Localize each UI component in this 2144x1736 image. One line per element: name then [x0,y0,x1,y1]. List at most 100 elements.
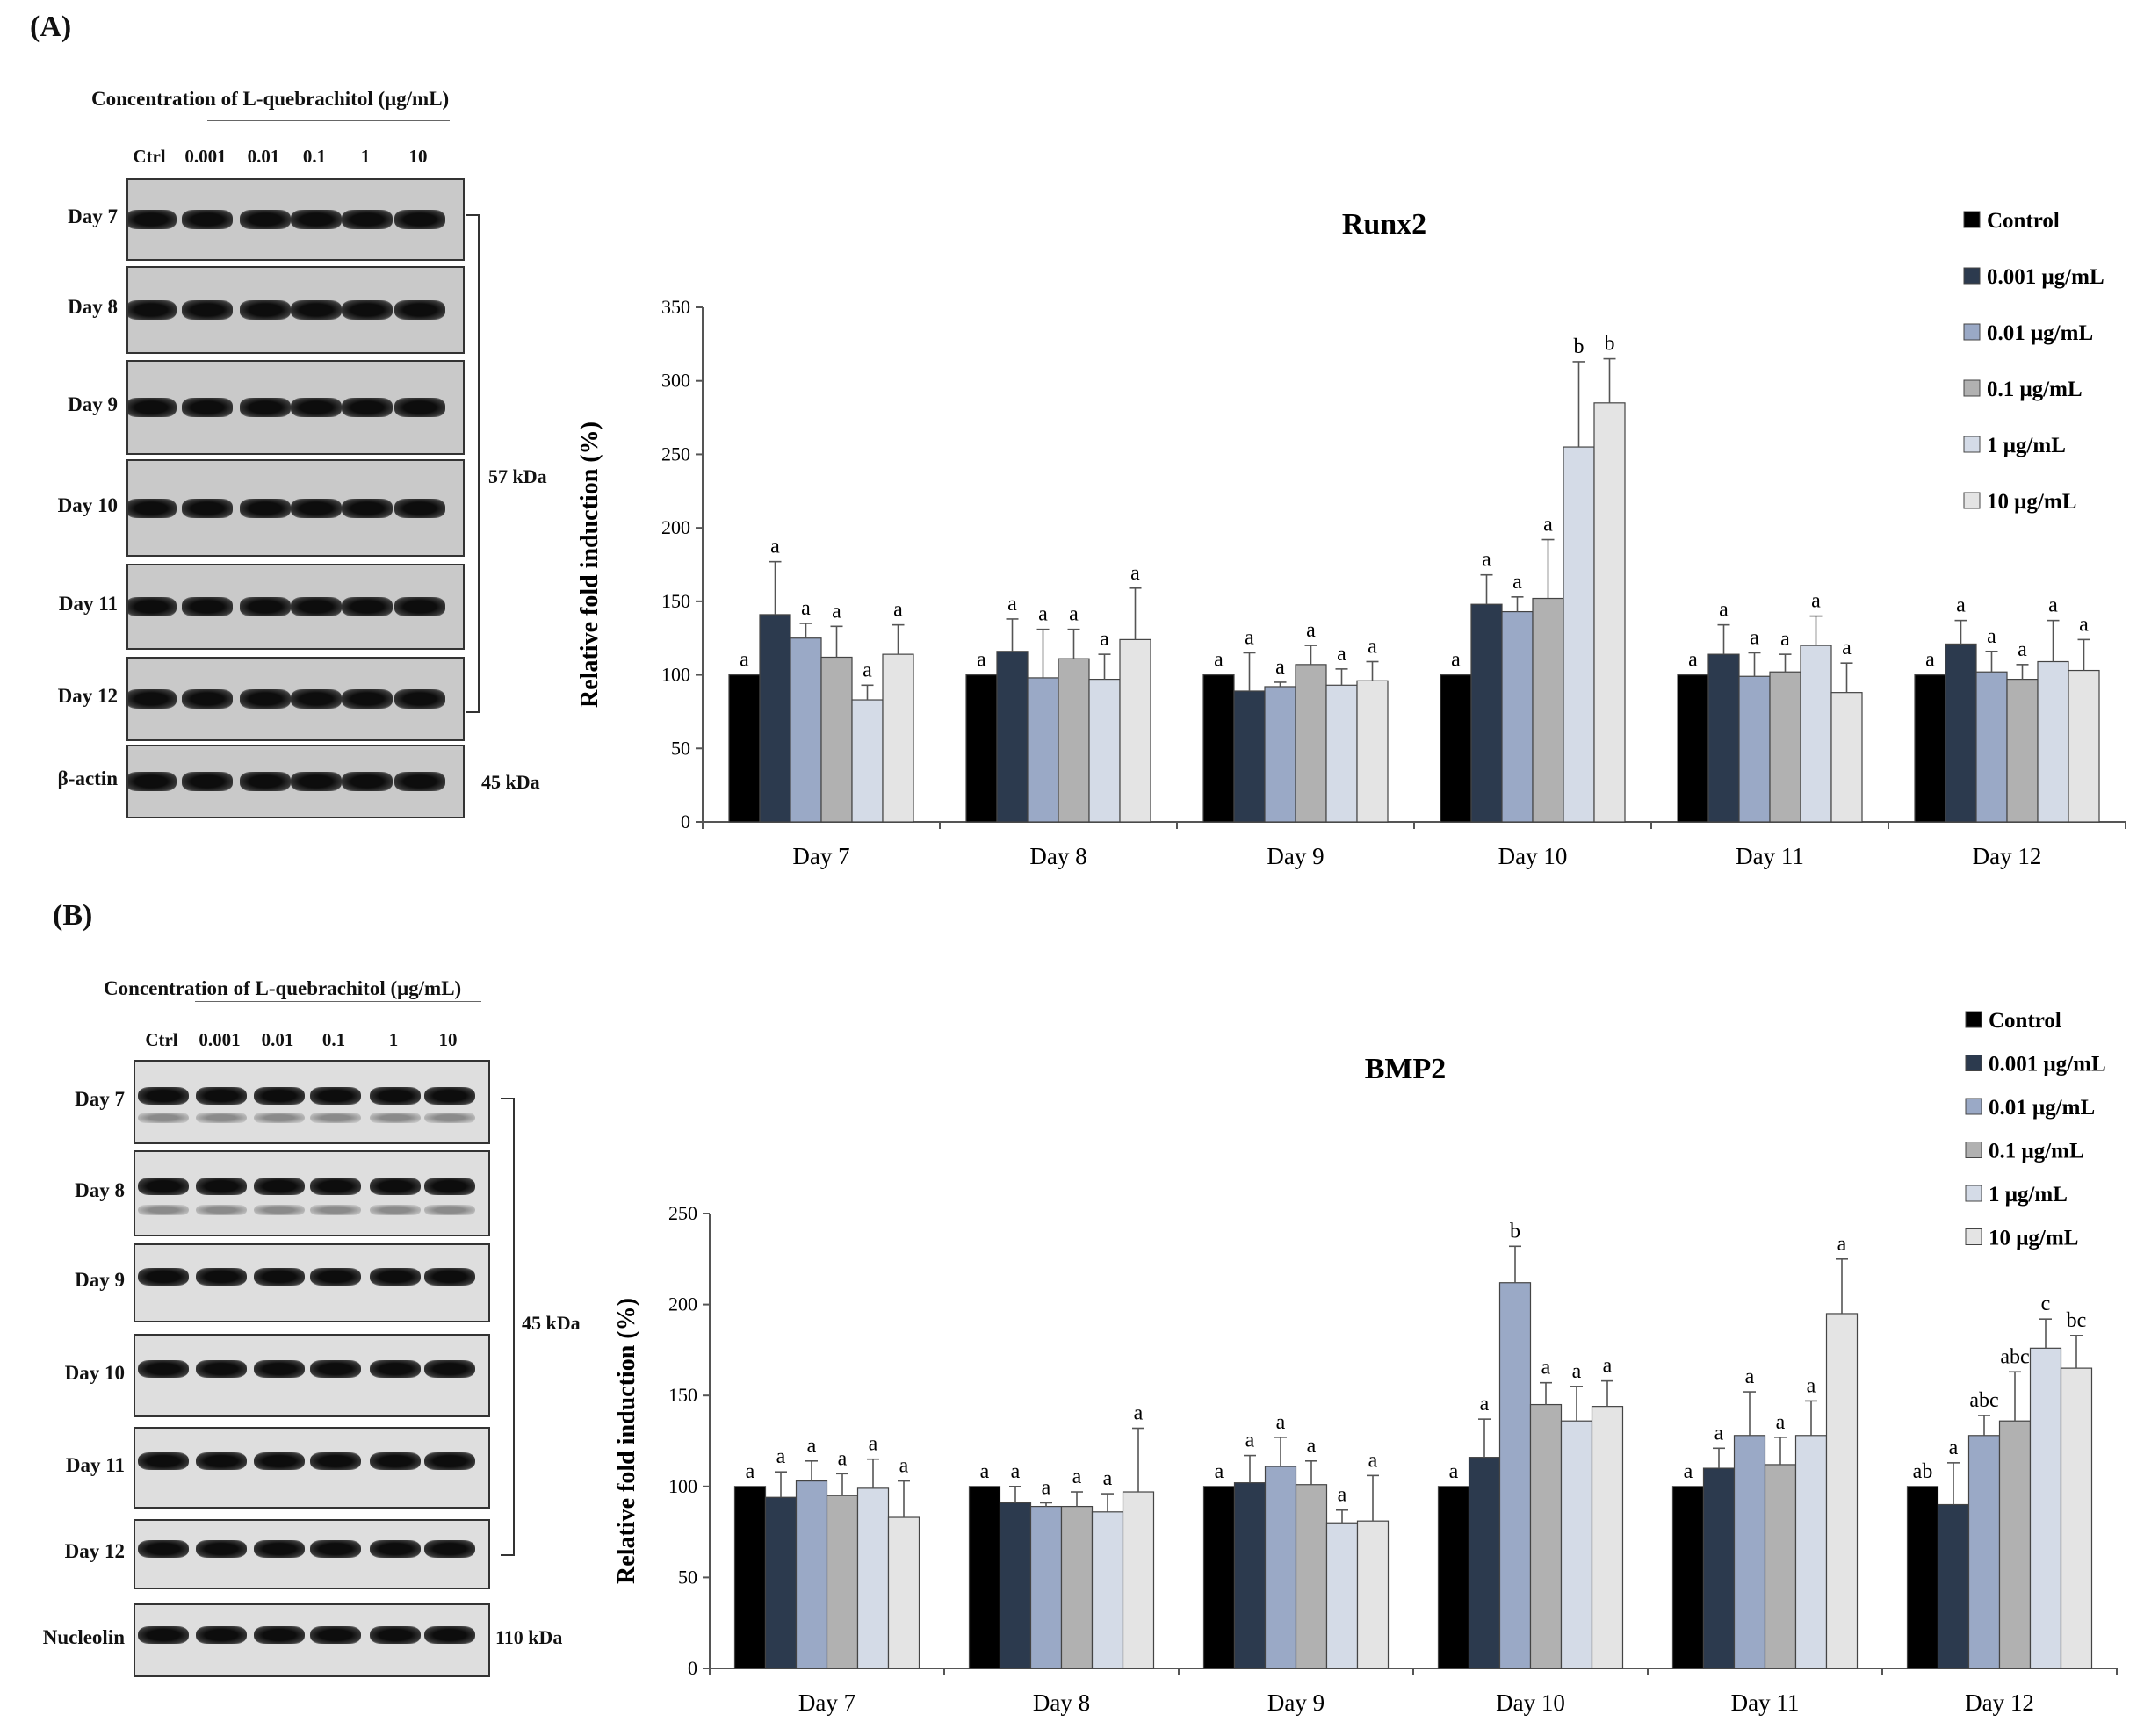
protein-band [128,300,177,320]
legend-label: 0.001 μg/mL [1989,1053,2106,1077]
protein-band-faint [370,1204,421,1215]
significance-label: a [1541,1357,1551,1379]
bar [1233,690,1266,823]
protein-band [254,1360,305,1379]
protein-band [370,1178,421,1196]
significance-label: a [2079,613,2089,636]
loading-control-label: Nucleolin [42,1626,125,1648]
legend-swatch [1963,323,1981,341]
legend-swatch [1963,492,1981,509]
significance-label: b [1574,335,1585,358]
significance-label: a [1719,599,1729,622]
protein-band [182,398,233,417]
protein-band [291,398,342,417]
loading-kda-label: 110 kDa [495,1626,563,1648]
protein-band [254,1086,305,1105]
y-tick-label: 300 [661,370,690,392]
protein-band [128,597,177,616]
protein-band [424,1625,475,1644]
significance-label: a [1925,649,1935,672]
protein-band [240,300,291,320]
x-category-label: Day 8 [1033,1689,1090,1716]
protein-band [424,1086,475,1105]
protein-band-faint [196,1113,247,1124]
significance-label: a [1987,625,1996,648]
protein-band [424,1360,475,1379]
protein-band [128,210,177,229]
significance-label: a [1276,1411,1286,1434]
significance-label: a [863,659,872,681]
bar [1560,1420,1593,1669]
bar [1563,446,1595,823]
significance-label: a [1245,1430,1255,1452]
protein-band [424,1268,475,1286]
significance-label: a [1338,1484,1347,1507]
significance-label: a [807,1435,817,1458]
bar [826,1495,859,1669]
day-row-label: Day 11 [58,593,118,615]
significance-label: a [1007,593,1017,616]
lane-label: Ctrl [133,146,166,167]
bar [1707,653,1740,823]
significance-label: ab [1913,1460,1933,1483]
legend-swatch [1965,1228,1982,1245]
protein-band [138,1178,189,1196]
protein-band [240,597,291,616]
protein-band [291,772,342,791]
bar [1945,643,1977,823]
concentration-underline [207,120,450,121]
protein-band [370,1625,421,1644]
protein-band [310,1539,361,1558]
lane-label: 0.001 [184,146,227,167]
protein-band [291,689,342,709]
bar [2060,1367,2093,1669]
y-axis-label: Relative fold induction (%) [613,1298,640,1584]
protein-band-faint [138,1113,189,1124]
x-category-label: Day 11 [1736,843,1804,869]
protein-band [128,498,177,518]
bar [1233,1482,1267,1669]
blot-strip [134,1150,490,1236]
x-category-label: Day 12 [1965,1689,2034,1716]
bar [1591,1406,1624,1669]
blot-strip [134,1243,490,1322]
day-row-label: Day 11 [65,1453,125,1476]
blot-strip [126,564,465,650]
legend-label: 0.01 μg/mL [1989,1096,2095,1120]
day-row-label: Day 12 [57,685,118,707]
significance-label: a [893,599,903,622]
significance-label: a [1214,649,1224,672]
protein-band [342,689,393,709]
y-tick-label: 0 [681,810,690,832]
significance-label: a [977,649,986,672]
significance-label: c [2041,1293,2051,1315]
protein-band [182,498,233,518]
x-category-label: Day 9 [1267,843,1324,869]
significance-label: a [1449,1460,1459,1483]
significance-label: a [1811,590,1821,613]
protein-band [182,597,233,616]
legend-swatch [1965,1098,1982,1115]
protein-band [370,1539,421,1558]
lane-label: 0.01 [261,1029,294,1050]
bar [1202,674,1235,823]
protein-band [310,1178,361,1196]
significance-label: a [1100,628,1109,651]
bar [1029,1505,1063,1669]
protein-band [254,1268,305,1286]
day-row-label: Day 7 [68,205,118,227]
protein-band [196,1178,247,1196]
legend-label: Control [1987,209,2060,233]
y-tick-label: 100 [661,664,690,686]
significance-label: a [1480,1393,1490,1415]
y-tick-label: 250 [668,1202,697,1224]
bar [1794,1435,1828,1669]
significance-label: a [770,536,780,558]
blot-bracket [466,214,480,713]
protein-band [138,1452,189,1471]
significance-label: a [1072,1466,1082,1488]
significance-label: bc [2067,1309,2087,1332]
protein-band [342,772,393,791]
bar [1264,1466,1297,1669]
